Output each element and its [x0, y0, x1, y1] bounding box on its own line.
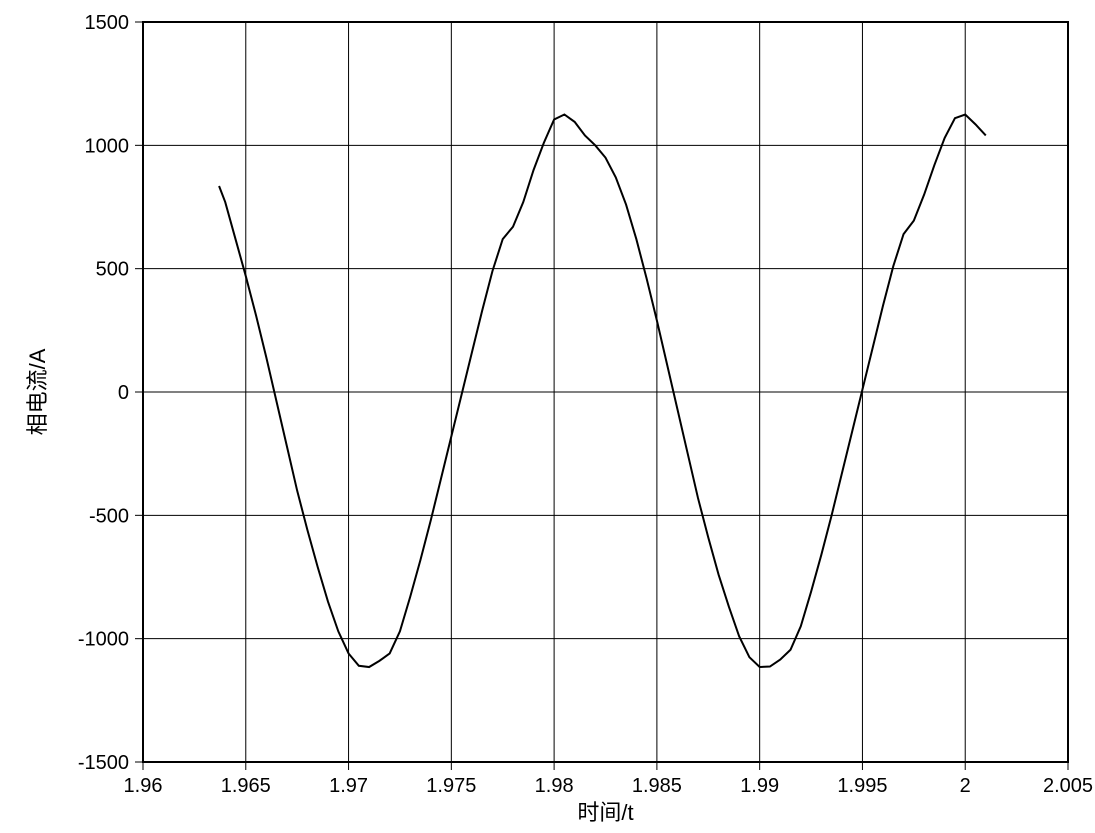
x-axis-label: 时间/t — [577, 800, 633, 825]
y-tick-label: 0 — [118, 382, 129, 404]
y-tick-label: -1000 — [78, 629, 129, 651]
x-tick-label: 1.995 — [837, 775, 887, 797]
x-tick-label: 1.985 — [632, 775, 682, 797]
x-tick-label: 1.97 — [329, 775, 368, 797]
x-tick-label: 1.98 — [535, 775, 574, 797]
y-tick-label: -500 — [89, 505, 129, 527]
y-axis-label: 相电流/A — [25, 348, 50, 435]
x-tick-label: 2 — [960, 775, 971, 797]
line-chart: 1.96 1.965 1.97 1.975 1.98 1.985 1.99 1.995 2 2.0… — [0, 0, 1095, 833]
x-tick-label: 1.965 — [221, 775, 271, 797]
y-tick-label: -1500 — [78, 752, 129, 774]
x-tick-label: 1.975 — [426, 775, 476, 797]
x-tick-label: 1.99 — [740, 775, 779, 797]
y-tick-label: 1500 — [85, 12, 130, 34]
x-tick-label: 2.005 — [1043, 775, 1093, 797]
y-tick-label: 1000 — [85, 135, 130, 157]
y-tick-label: 500 — [96, 259, 129, 281]
x-tick-label: 1.96 — [124, 775, 163, 797]
